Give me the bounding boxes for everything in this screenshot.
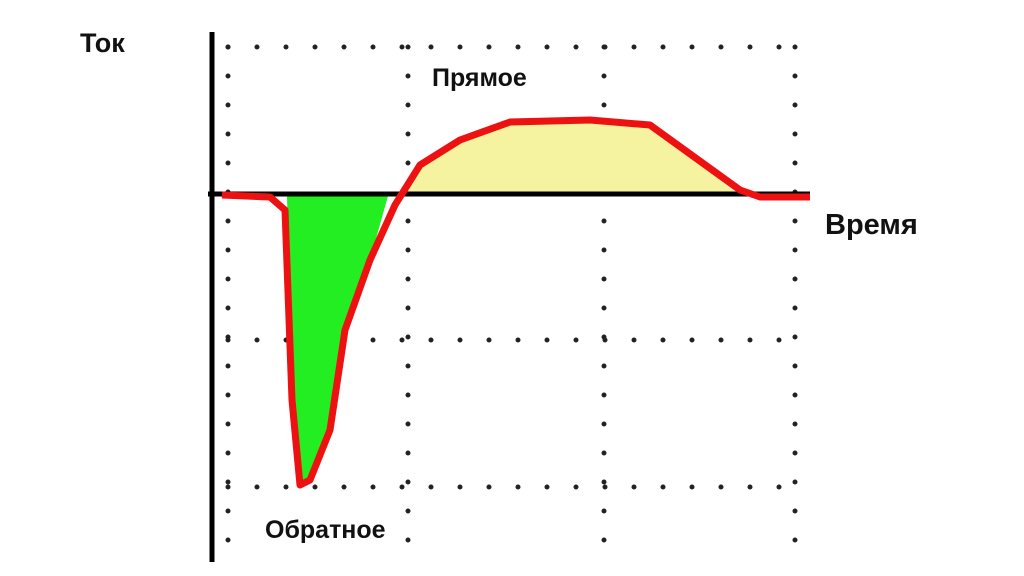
current-curve xyxy=(221,116,810,489)
y-axis-label: Ток xyxy=(80,28,125,58)
x-axis-label: Время xyxy=(825,209,918,241)
forward-area xyxy=(402,120,738,194)
reverse-label: Обратное xyxy=(265,516,386,544)
forward-label: Прямое xyxy=(432,64,527,92)
reverse-area xyxy=(287,196,388,483)
